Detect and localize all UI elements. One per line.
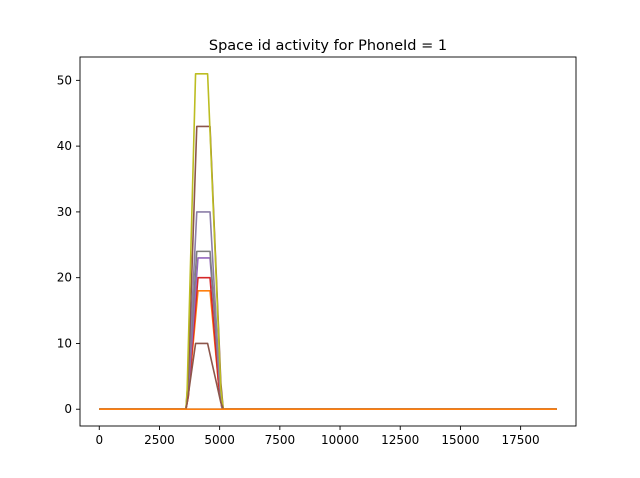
y-tick-label-50: 50 <box>57 73 72 87</box>
y-tick-label-0: 0 <box>64 402 72 416</box>
x-tick-label-2500: 2500 <box>144 433 175 447</box>
x-tick-label-10000: 10000 <box>321 433 359 447</box>
series-line-8 <box>99 342 557 411</box>
x-tick-label-17500: 17500 <box>502 433 540 447</box>
x-tick-label-15000: 15000 <box>441 433 479 447</box>
x-tick-label-0: 0 <box>95 433 103 447</box>
y-tick-label-40: 40 <box>57 139 72 153</box>
axes-frame <box>79 56 577 427</box>
x-tick-label-5000: 5000 <box>204 433 235 447</box>
x-tick-label-12500: 12500 <box>381 433 419 447</box>
plot-area: 0 2500 5000 7500 10000 12500 15000 17500 0 10 20 30… <box>57 56 577 447</box>
chart-title: Space id activity for PhoneId = 1 <box>209 38 447 54</box>
y-tick-label-30: 30 <box>57 205 72 219</box>
y-tick-label-20: 20 <box>57 271 72 285</box>
y-tick-label-10: 10 <box>57 336 72 350</box>
x-tick-label-7500: 7500 <box>265 433 296 447</box>
